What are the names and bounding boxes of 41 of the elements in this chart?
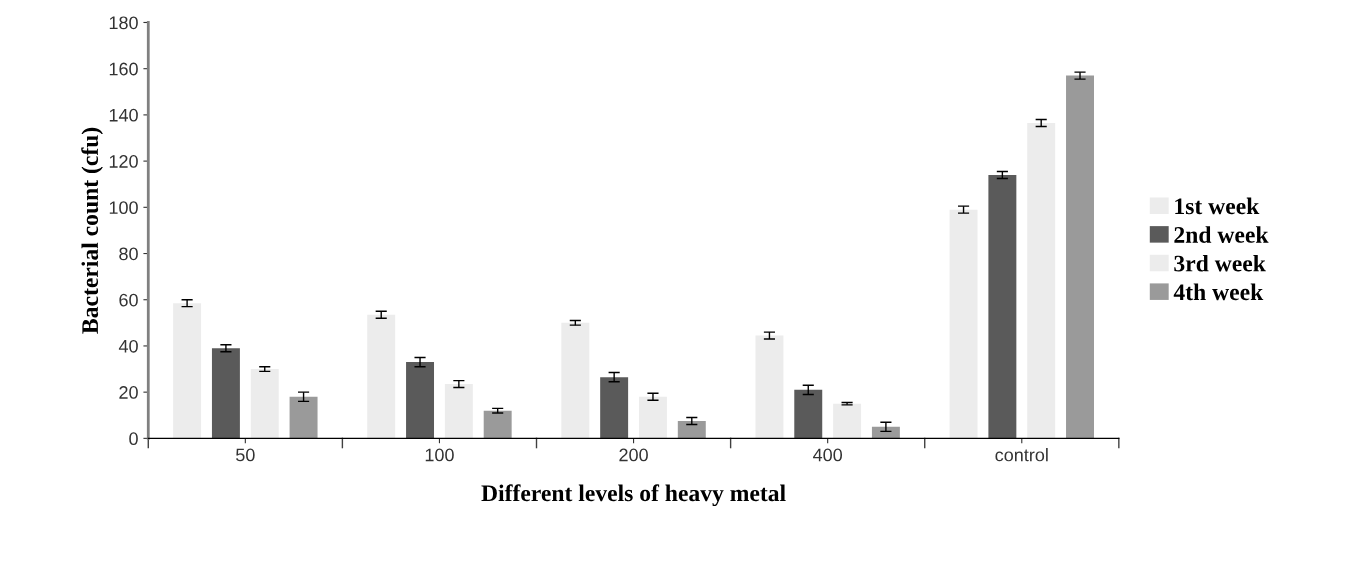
bar bbox=[949, 209, 978, 439]
bar bbox=[406, 362, 435, 439]
y-tick-label: 180 bbox=[109, 16, 138, 30]
bar bbox=[1066, 75, 1094, 439]
x-axis-title: Different levels of heavy metal bbox=[481, 484, 786, 507]
y-tick-label: 0 bbox=[129, 432, 138, 446]
y-tick-label: 20 bbox=[119, 386, 138, 399]
bar bbox=[561, 322, 590, 439]
bar bbox=[173, 303, 202, 439]
legend-label: 1st week bbox=[1175, 197, 1260, 215]
bar bbox=[794, 389, 823, 439]
bar bbox=[444, 384, 473, 439]
bar bbox=[1027, 122, 1056, 439]
bar bbox=[250, 369, 279, 439]
x-tick-label: 50 bbox=[236, 448, 255, 462]
bar bbox=[871, 426, 900, 439]
legend-label: 2nd week bbox=[1174, 226, 1269, 243]
bar bbox=[600, 377, 629, 439]
y-tick-label: 140 bbox=[109, 108, 138, 122]
bar bbox=[755, 335, 784, 439]
bar bbox=[833, 403, 862, 439]
y-tick-label: 120 bbox=[109, 155, 138, 168]
bar bbox=[289, 396, 318, 439]
bar bbox=[639, 396, 667, 439]
x-tick-label: 200 bbox=[619, 448, 648, 462]
y-tick-label: 100 bbox=[109, 201, 138, 215]
bar bbox=[677, 421, 706, 439]
y-tick-label: 80 bbox=[119, 247, 138, 261]
legend-label: 4th week bbox=[1173, 283, 1264, 301]
x-tick-label: control bbox=[995, 448, 1048, 462]
y-axis-title: Bacterial count (cfu) bbox=[81, 127, 103, 334]
bar bbox=[483, 410, 512, 439]
y-tick-label: 160 bbox=[109, 62, 138, 76]
bar bbox=[367, 314, 396, 439]
y-tick-label: 60 bbox=[119, 293, 138, 307]
x-tick-label: 100 bbox=[425, 448, 454, 462]
x-tick-label: 400 bbox=[813, 448, 843, 462]
bar bbox=[988, 174, 1017, 439]
bar bbox=[211, 348, 240, 439]
y-tick-label: 40 bbox=[118, 339, 138, 353]
legend-label: 3rd week bbox=[1174, 254, 1266, 272]
